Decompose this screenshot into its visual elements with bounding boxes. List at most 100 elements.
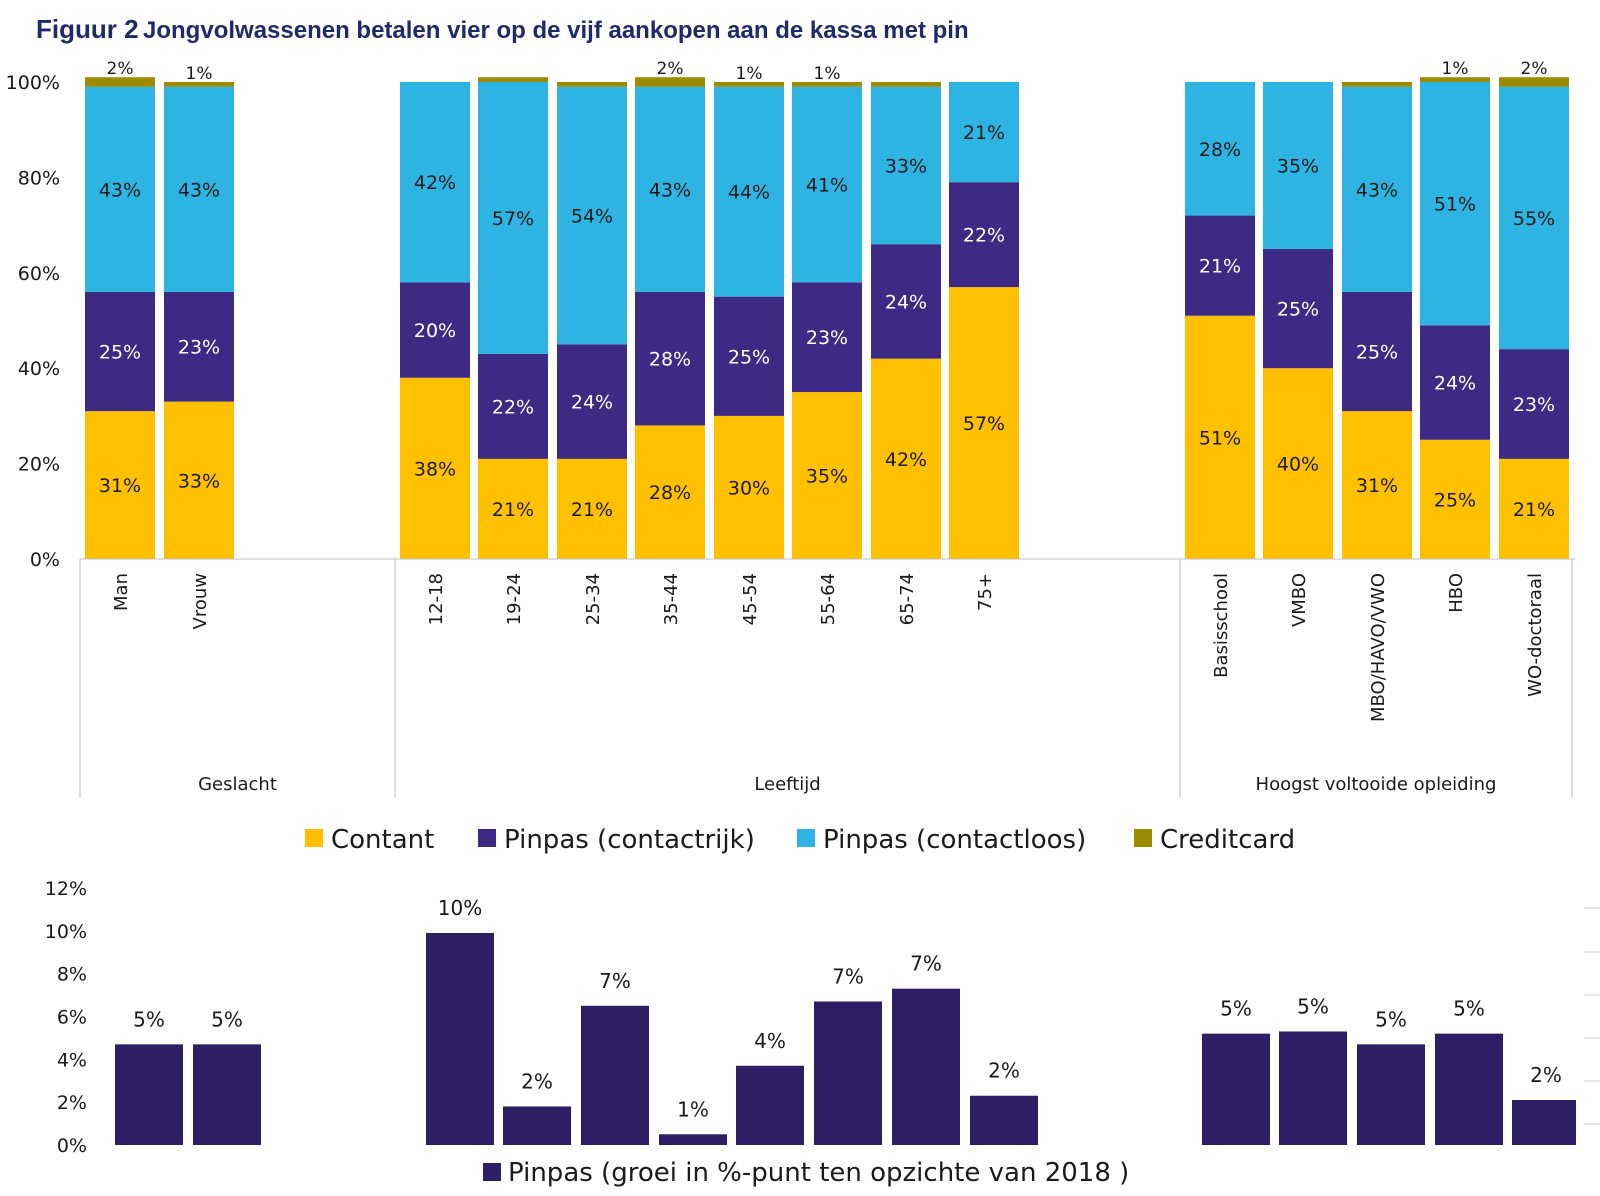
data-label-contant-vrouw: 33% [178,470,220,492]
data-label-pinpas-contactloos-45-54: 44% [728,182,770,204]
bar-pinpas-contactloos-vrouw [164,86,234,292]
group-label-geslacht: Geslacht [198,774,277,795]
legend-swatch-pinpas-contactloos [797,829,815,847]
growth-label-35-44: 1% [677,1097,709,1121]
data-label-pinpas-contactrijk-wo-doctoraal: 23% [1513,394,1555,416]
data-label-creditcard-vrouw: 1% [186,64,213,84]
bar-creditcard-hbo [1420,77,1490,82]
bar-pinpas-contactloos-vmbo [1263,82,1333,249]
data-label-contant-25-34: 21% [571,499,613,521]
category-label-45-54: 45-54 [740,573,761,625]
bar-pinpas-contactloos-25-34 [557,86,627,345]
bar-pinpas-contactrijk-19-24 [478,353,548,459]
growth-label-hbo: 5% [1453,997,1485,1021]
data-label-creditcard-wo-doctoraal: 2% [1521,59,1548,79]
y-tick-label: 100% [6,72,60,94]
category-label-65-74: 65-74 [897,573,918,625]
y-tick-label-growth: 10% [45,921,87,943]
category-label-hbo: HBO [1446,573,1467,613]
bar-contant-mbo-havo-vwo [1342,411,1412,559]
y-tick-label-growth: 4% [57,1049,87,1071]
data-label-pinpas-contactloos-vrouw: 43% [178,179,220,201]
data-label-contant-12-18: 38% [414,458,456,480]
y-tick-label-growth: 12% [45,878,87,900]
bar-pinpas-contactrijk-75 [949,182,1019,288]
bar-contant-basisschool [1185,315,1255,559]
legend-label-growth: Pinpas (groei in %-punt ten opzichte van… [508,1158,1129,1188]
bar-contant-35-44 [635,425,705,559]
data-label-contant-65-74: 42% [885,449,927,471]
data-label-pinpas-contactloos-vmbo: 35% [1277,155,1319,177]
data-label-pinpas-contactrijk-19-24: 22% [492,396,534,418]
data-label-contant-75: 57% [963,413,1005,435]
growth-label-45-54: 4% [754,1029,786,1053]
data-label-contant-19-24: 21% [492,499,534,521]
data-label-pinpas-contactloos-75: 21% [963,122,1005,144]
bar-contant-12-18 [400,377,470,559]
growth-label-wo-doctoraal: 2% [1530,1063,1562,1087]
growth-bar-vrouw [193,1044,261,1145]
bar-pinpas-contactloos-65-74 [871,86,941,245]
growth-bar-wo-doctoraal [1512,1100,1576,1145]
bar-contant-vrouw [164,401,234,559]
data-label-pinpas-contactloos-19-24: 57% [492,208,534,230]
bar-creditcard-55-64 [792,82,862,87]
data-label-pinpas-contactrijk-55-64: 23% [806,327,848,349]
bar-contant-vmbo [1263,368,1333,559]
bar-pinpas-contactloos-man [85,86,155,292]
growth-bar-65-74 [892,988,960,1145]
data-label-pinpas-contactloos-35-44: 43% [649,179,691,201]
data-label-pinpas-contactrijk-35-44: 28% [649,349,691,371]
data-label-pinpas-contactloos-mbo-havo-vwo: 43% [1356,179,1398,201]
growth-bar-35-44 [659,1134,727,1145]
bar-pinpas-contactloos-hbo [1420,82,1490,326]
bar-pinpas-contactloos-wo-doctoraal [1499,86,1569,350]
growth-bar-12-18 [426,932,494,1145]
category-label-vrouw: Vrouw [190,573,211,629]
growth-bar-hbo [1435,1033,1503,1145]
growth-bar-45-54 [736,1065,804,1145]
legend-swatch-pinpas-contactrijk [478,829,496,847]
bar-creditcard-vrouw [164,82,234,87]
bar-contant-25-34 [557,458,627,559]
y-tick-label-growth: 8% [57,964,87,986]
bar-pinpas-contactrijk-mbo-havo-vwo [1342,291,1412,412]
data-label-pinpas-contactloos-55-64: 41% [806,175,848,197]
data-label-contant-hbo: 25% [1434,489,1476,511]
data-label-pinpas-contactrijk-65-74: 24% [885,291,927,313]
bar-pinpas-contactrijk-45-54 [714,296,784,416]
data-label-pinpas-contactrijk-vrouw: 23% [178,337,220,359]
y-tick-label: 80% [18,167,60,189]
bar-pinpas-contactrijk-man [85,291,155,412]
growth-bar-19-24 [503,1106,571,1145]
y-tick-label-growth: 6% [57,1007,87,1029]
growth-bar-mbo-havo-vwo [1357,1044,1425,1145]
bar-pinpas-contactloos-55-64 [792,86,862,283]
data-label-contant-mbo-havo-vwo: 31% [1356,475,1398,497]
data-label-pinpas-contactloos-wo-doctoraal: 55% [1513,208,1555,230]
data-label-pinpas-contactloos-man: 43% [99,179,141,201]
bar-creditcard-wo-doctoraal [1499,77,1569,87]
data-label-pinpas-contactrijk-vmbo: 25% [1277,299,1319,321]
data-label-contant-man: 31% [99,475,141,497]
bar-pinpas-contactrijk-vmbo [1263,248,1333,369]
category-label-basisschool: Basisschool [1211,573,1232,678]
category-label-19-24: 19-24 [504,573,525,625]
data-label-contant-55-64: 35% [806,466,848,488]
bar-creditcard-19-24 [478,77,548,82]
growth-label-vrouw: 5% [211,1007,243,1031]
legend-label-pinpas-contactloos: Pinpas (contactloos) [823,825,1086,855]
data-label-pinpas-contactrijk-man: 25% [99,342,141,364]
data-label-contant-vmbo: 40% [1277,454,1319,476]
growth-label-75: 2% [988,1059,1020,1083]
growth-bar-basisschool [1202,1033,1270,1145]
bar-pinpas-contactrijk-35-44 [635,291,705,426]
data-label-pinpas-contactrijk-basisschool: 21% [1199,256,1241,278]
y-tick-label-growth: 2% [57,1092,87,1114]
data-label-pinpas-contactloos-basisschool: 28% [1199,139,1241,161]
bar-pinpas-contactrijk-vrouw [164,291,234,402]
data-label-pinpas-contactrijk-hbo: 24% [1434,373,1476,395]
legend-label-contant: Contant [331,825,434,855]
group-label-leeftijd: Leeftijd [754,774,820,795]
